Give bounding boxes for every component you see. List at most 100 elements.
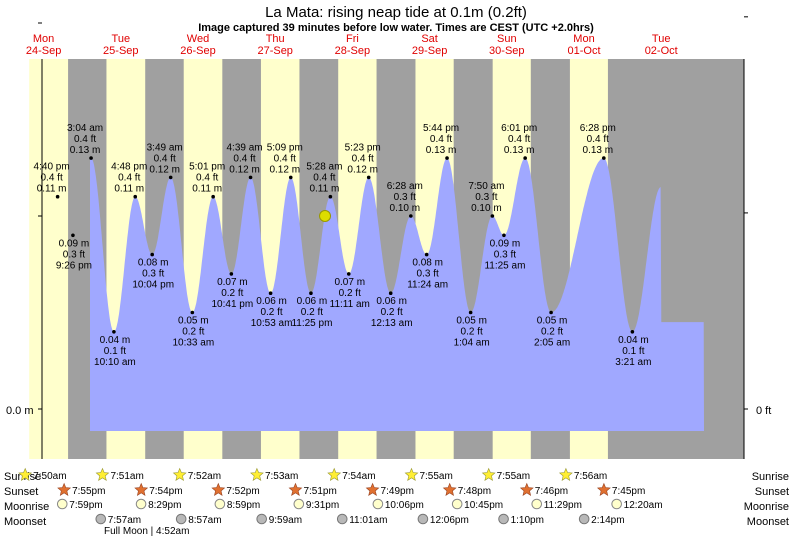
- moonrise-time: 10:06pm: [385, 500, 424, 511]
- moonrise-time: 8:29pm: [148, 500, 181, 511]
- day-date-label: 02-Oct: [645, 45, 678, 57]
- day-name-label: Tue: [112, 33, 131, 45]
- low-tide-metres: 0.06 m: [256, 296, 287, 307]
- high-tide-metres: 0.10 m: [471, 203, 502, 214]
- chart-title: La Mata: rising neap tide at 0.1m (0.2ft…: [265, 4, 527, 21]
- low-tide-time: 11:11 am: [330, 299, 370, 310]
- high-tide-metres: 0.12 m: [269, 164, 300, 175]
- high-tide-feet: 0.4 ft: [430, 134, 452, 145]
- moon-phase-label: Full Moon | 4:52am: [104, 526, 189, 537]
- day-name-label: Wed: [187, 33, 209, 45]
- moonset-time: 12:06pm: [430, 515, 469, 526]
- low-tide-feet: 0.2 ft: [301, 307, 323, 318]
- high-tide-time: 5:28 am: [306, 162, 342, 173]
- low-tide-feet: 0.2 ft: [461, 327, 483, 338]
- sunset-time: 7:46pm: [535, 486, 568, 497]
- day-date-label: 26-Sep: [180, 45, 215, 57]
- tide-point: [248, 175, 253, 180]
- tide-point: [288, 175, 293, 180]
- high-tide-feet: 0.4 ft: [74, 134, 96, 145]
- sunset-time: 7:49pm: [381, 486, 414, 497]
- low-tide-metres: 0.07 m: [334, 277, 365, 288]
- low-tide-metres: 0.05 m: [178, 316, 209, 327]
- high-tide-feet: 0.3 ft: [394, 192, 416, 203]
- high-tide-metres: 0.11 m: [309, 184, 339, 195]
- high-tide-metres: 0.13 m: [70, 145, 101, 156]
- high-tide-time: 5:01 pm: [189, 162, 225, 173]
- sunrise-time: 7:53am: [265, 471, 298, 482]
- tide-point: [150, 252, 154, 257]
- row-label-sunset-right: Sunset: [755, 486, 789, 498]
- moonset-icon: [336, 513, 348, 525]
- moonrise-icon: [611, 498, 622, 510]
- y-axis-right-label: 0 ft: [756, 405, 771, 417]
- moonrise-icon: [214, 498, 226, 510]
- sunset-time: 7:55pm: [72, 486, 105, 497]
- sunrise-icon: [18, 467, 33, 481]
- sunset-time: 7:54pm: [149, 486, 182, 497]
- moonrise-icon: [451, 498, 463, 510]
- high-tide-metres: 0.13 m: [583, 145, 614, 156]
- tide-point: [309, 291, 313, 296]
- low-tide-time: 10:41 pm: [212, 299, 254, 310]
- high-tide-feet: 0.4 ft: [313, 173, 335, 184]
- low-tide-feet: 0.2 ft: [221, 288, 243, 299]
- high-tide-feet: 0.4 ft: [274, 153, 296, 164]
- day-date-label: 30-Sep: [489, 45, 524, 57]
- low-tide-time: 10:10 am: [94, 357, 136, 368]
- low-tide-metres: 0.09 m: [490, 238, 521, 249]
- high-tide-feet: 0.4 ft: [587, 134, 609, 145]
- day-date-label: 27-Sep: [257, 45, 292, 57]
- tide-point: [366, 175, 371, 180]
- moonset-time: 7:57am: [108, 515, 141, 526]
- tide-point: [490, 214, 495, 218]
- sunrise-time: 7:55am: [497, 471, 530, 482]
- high-tide-feet: 0.4 ft: [40, 173, 62, 184]
- tide-point: [445, 156, 449, 160]
- tide-area: [90, 158, 704, 431]
- sunset-time: 7:52pm: [226, 486, 259, 497]
- sunset-icon: [134, 482, 149, 496]
- sunset-time: 7:45pm: [612, 486, 645, 497]
- sunset-icon: [365, 482, 380, 496]
- moonset-time: 9:59am: [269, 515, 302, 526]
- low-tide-feet: 0.3 ft: [417, 269, 439, 280]
- day-name-label: Sun: [497, 33, 517, 45]
- moonset-icon: [256, 513, 268, 525]
- tide-point: [328, 194, 333, 199]
- tide-point: [549, 310, 553, 315]
- low-tide-time: 11:25 pm: [291, 318, 332, 329]
- row-label-moonrise-right: Moonrise: [744, 501, 789, 513]
- low-tide-feet: 0.1 ft: [622, 346, 644, 357]
- low-tide-time: 1:04 am: [454, 338, 490, 349]
- tide-point: [55, 194, 60, 199]
- sunrise-icon: [250, 467, 264, 481]
- moonrise-time: 8:59pm: [227, 500, 260, 511]
- sunrise-time: 7:51am: [110, 471, 143, 482]
- low-tide-feet: 0.3 ft: [142, 269, 164, 280]
- high-tide-metres: 0.12 m: [229, 164, 260, 175]
- low-tide-metres: 0.09 m: [59, 238, 90, 249]
- high-tide-time: 3:49 am: [147, 142, 183, 153]
- moonset-time: 8:57am: [188, 515, 221, 526]
- day-name-label: Sat: [421, 33, 438, 45]
- row-label-moonset-right: Moonset: [747, 516, 789, 528]
- high-tide-feet: 0.4 ft: [233, 153, 255, 164]
- tide-point: [424, 252, 429, 257]
- tide-point: [388, 291, 393, 296]
- high-tide-feet: 0.4 ft: [196, 173, 218, 184]
- sunset-icon: [288, 482, 303, 496]
- tide-point: [346, 272, 351, 276]
- high-tide-feet: 0.3 ft: [475, 192, 497, 203]
- y-axis-left-label: 0.0 m: [6, 405, 34, 417]
- sunrise-icon: [327, 467, 342, 481]
- low-tide-feet: 0.3 ft: [494, 249, 516, 260]
- day-date-label: 28-Sep: [335, 45, 370, 57]
- high-tide-feet: 0.4 ft: [352, 153, 374, 164]
- tide-point: [502, 233, 506, 238]
- high-tide-time: 4:39 am: [226, 142, 262, 153]
- daylight-band: [29, 59, 69, 459]
- low-tide-time: 10:33 am: [172, 338, 214, 349]
- low-tide-feet: 0.2 ft: [541, 327, 563, 338]
